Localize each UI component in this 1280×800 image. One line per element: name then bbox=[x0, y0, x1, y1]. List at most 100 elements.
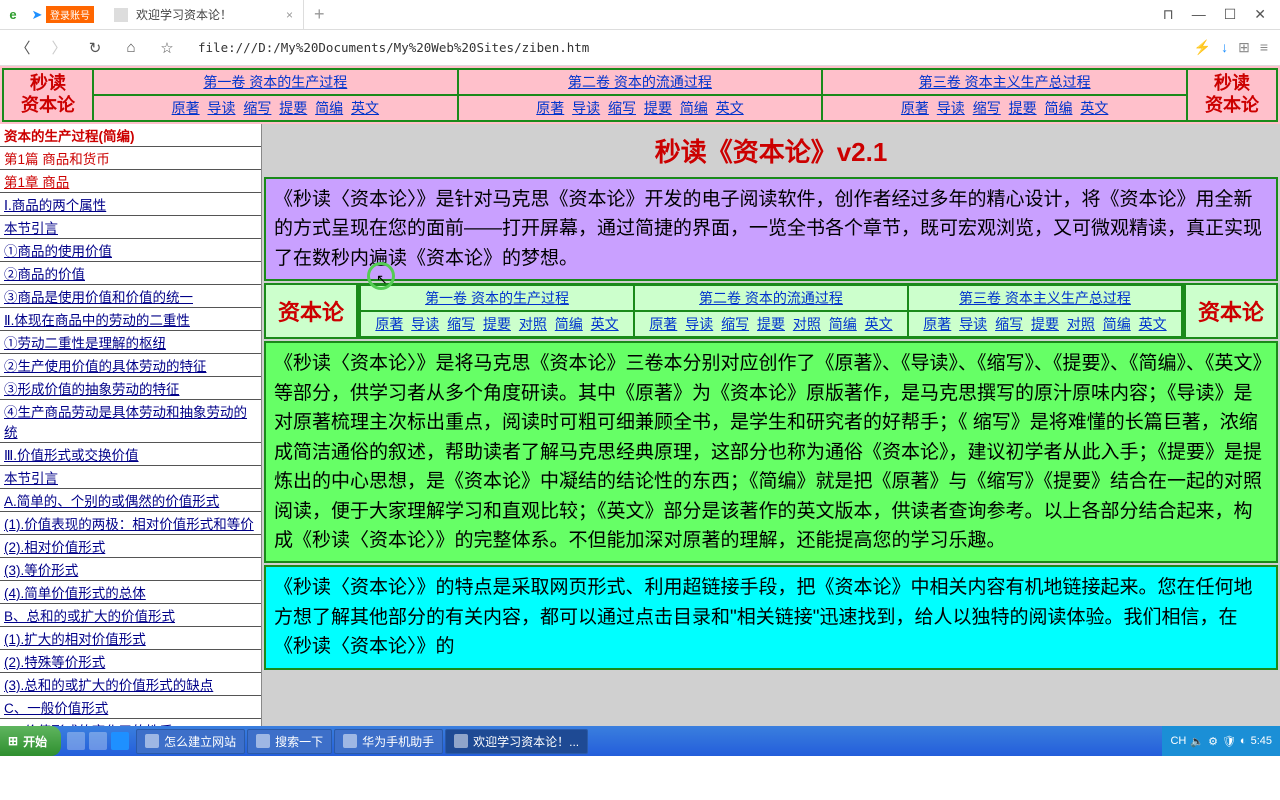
nav-part-link[interactable]: 简编 bbox=[1044, 100, 1072, 116]
mid-part-link[interactable]: 导读 bbox=[685, 316, 713, 332]
nav-part-link[interactable]: 导读 bbox=[937, 100, 965, 116]
mid-part-link[interactable]: 英文 bbox=[865, 316, 893, 332]
toc-item[interactable]: 本节引言 bbox=[0, 466, 261, 489]
address-bar[interactable]: file:///D:/My%20Documents/My%20Web%20Sit… bbox=[192, 36, 1180, 59]
toc-item[interactable]: (4).简单价值形式的总体 bbox=[0, 581, 261, 604]
mid-part-link[interactable]: 原著 bbox=[923, 316, 951, 332]
speed-icon[interactable]: ⚡ bbox=[1194, 39, 1211, 56]
toc-item[interactable]: ②商品的价值 bbox=[0, 262, 261, 285]
toc-part[interactable]: 第1篇 商品和货币 bbox=[0, 147, 261, 170]
new-tab-button[interactable]: + bbox=[304, 4, 335, 25]
toc-item[interactable]: ①商品的使用价值 bbox=[0, 239, 261, 262]
mid-part-link[interactable]: 提要 bbox=[1031, 316, 1059, 332]
taskbar-app[interactable]: 欢迎学习资本论！... bbox=[445, 729, 588, 754]
toc-item[interactable]: C、一般价值形式 bbox=[0, 696, 261, 719]
mid-part-link[interactable]: 对照 bbox=[1067, 316, 1095, 332]
tab-close-icon[interactable]: × bbox=[286, 8, 293, 22]
window-minimize-icon[interactable]: — bbox=[1192, 6, 1206, 23]
nav-part-link[interactable]: 英文 bbox=[716, 100, 744, 116]
reload-button[interactable]: ↻ bbox=[84, 39, 106, 57]
nav-part-link[interactable]: 英文 bbox=[1080, 100, 1108, 116]
toc-item[interactable]: (1).价值形式的变化了的性质 bbox=[0, 719, 261, 726]
toc-item[interactable]: ①劳动二重性是理解的枢纽 bbox=[0, 331, 261, 354]
toc-item[interactable]: (3).等价形式 bbox=[0, 558, 261, 581]
vol2-link[interactable]: 第二卷 资本的流通过程 bbox=[568, 74, 712, 90]
toc-item[interactable]: ③形成价值的抽象劳动的特征 bbox=[0, 377, 261, 400]
toc-item[interactable]: (1).扩大的相对价值形式 bbox=[0, 627, 261, 650]
lang-indicator[interactable]: CH bbox=[1170, 735, 1186, 747]
nav-part-link[interactable]: 简编 bbox=[315, 100, 343, 116]
mid-part-link[interactable]: 英文 bbox=[1139, 316, 1167, 332]
toc-item[interactable]: Ⅰ.商品的两个属性 bbox=[0, 193, 261, 216]
home-button[interactable]: ⌂ bbox=[120, 39, 142, 56]
favorite-button[interactable]: ☆ bbox=[156, 39, 178, 57]
browser-tab[interactable]: 欢迎学习资本论！ × bbox=[104, 0, 304, 30]
login-badge[interactable]: 登录账号 bbox=[46, 6, 94, 23]
nav-part-link[interactable]: 缩写 bbox=[973, 100, 1001, 116]
nav-part-link[interactable]: 提要 bbox=[644, 100, 672, 116]
nav-part-link[interactable]: 导读 bbox=[207, 100, 235, 116]
nav-part-link[interactable]: 缩写 bbox=[243, 100, 271, 116]
clock[interactable]: 5:45 bbox=[1251, 735, 1272, 747]
ext-icon[interactable]: ⊞ bbox=[1238, 39, 1250, 56]
mid-part-link[interactable]: 导读 bbox=[411, 316, 439, 332]
mid-part-link[interactable]: 缩写 bbox=[721, 316, 749, 332]
toc-item[interactable]: Ⅱ.体现在商品中的劳动的二重性 bbox=[0, 308, 261, 331]
ql-icon-1[interactable] bbox=[67, 732, 85, 750]
toc-item[interactable]: (3).总和的或扩大的价值形式的缺点 bbox=[0, 673, 261, 696]
toc-chapter[interactable]: 第1章 商品 bbox=[0, 170, 261, 193]
nav-part-link[interactable]: 原著 bbox=[536, 100, 564, 116]
toc-sidebar[interactable]: 资本的生产过程(简编) 第1篇 商品和货币 第1章 商品 Ⅰ.商品的两个属性本节… bbox=[0, 124, 262, 726]
mid-part-link[interactable]: 提要 bbox=[483, 316, 511, 332]
taskbar-app[interactable]: 怎么建立网站 bbox=[136, 729, 245, 754]
toc-item[interactable]: (2).相对价值形式 bbox=[0, 535, 261, 558]
mid-part-link[interactable]: 英文 bbox=[591, 316, 619, 332]
download-icon[interactable]: ↓ bbox=[1221, 39, 1228, 56]
toc-item[interactable]: ③商品是使用价值和价值的统一 bbox=[0, 285, 261, 308]
toc-item[interactable]: ④生产商品劳动是具体劳动和抽象劳动的统 bbox=[0, 400, 261, 443]
mid-part-link[interactable]: 原著 bbox=[375, 316, 403, 332]
nav-part-link[interactable]: 导读 bbox=[572, 100, 600, 116]
nav-part-link[interactable]: 简编 bbox=[680, 100, 708, 116]
window-maximize-icon[interactable]: ☐ bbox=[1224, 6, 1237, 23]
forward-button[interactable]: 〉 bbox=[48, 37, 70, 58]
ql-icon-2[interactable] bbox=[89, 732, 107, 750]
nav-part-link[interactable]: 缩写 bbox=[608, 100, 636, 116]
mid-part-link[interactable]: 缩写 bbox=[995, 316, 1023, 332]
mid-part-link[interactable]: 简编 bbox=[1103, 316, 1131, 332]
menu-icon[interactable]: ≡ bbox=[1260, 39, 1268, 56]
nav-part-link[interactable]: 原著 bbox=[901, 100, 929, 116]
tray-icon[interactable]: 🔈 bbox=[1190, 735, 1204, 748]
tray-icon[interactable]: ◐ bbox=[1240, 735, 1247, 747]
window-menu-icon[interactable]: ⊓ bbox=[1163, 6, 1174, 23]
mid-part-link[interactable]: 导读 bbox=[959, 316, 987, 332]
mid-part-link[interactable]: 提要 bbox=[757, 316, 785, 332]
tray-icon[interactable]: ⚙ bbox=[1208, 735, 1218, 748]
toc-item[interactable]: (1).价值表现的两极：相对价值形式和等价 bbox=[0, 512, 261, 535]
mid-part-link[interactable]: 简编 bbox=[555, 316, 583, 332]
mid-part-link[interactable]: 缩写 bbox=[447, 316, 475, 332]
toc-item[interactable]: 本节引言 bbox=[0, 216, 261, 239]
back-button[interactable]: 〈 bbox=[12, 37, 34, 58]
compass-icon[interactable]: ➤ bbox=[28, 6, 46, 24]
mid-part-link[interactable]: 对照 bbox=[519, 316, 547, 332]
vol3-link[interactable]: 第三卷 资本主义生产总过程 bbox=[919, 74, 1091, 90]
tray-icon[interactable]: 🛡 bbox=[1222, 735, 1236, 748]
nav-part-link[interactable]: 提要 bbox=[279, 100, 307, 116]
mid-part-link[interactable]: 对照 bbox=[793, 316, 821, 332]
vol1-link[interactable]: 第一卷 资本的生产过程 bbox=[203, 74, 347, 90]
start-button[interactable]: ⊞ 开始 bbox=[0, 726, 61, 756]
taskbar-app[interactable]: 华为手机助手 bbox=[334, 729, 443, 754]
nav-part-link[interactable]: 英文 bbox=[351, 100, 379, 116]
window-close-icon[interactable]: ✕ bbox=[1254, 6, 1266, 23]
toc-item[interactable]: ②生产使用价值的具体劳动的特征 bbox=[0, 354, 261, 377]
nav-part-link[interactable]: 提要 bbox=[1009, 100, 1037, 116]
nav-part-link[interactable]: 原著 bbox=[172, 100, 200, 116]
system-tray[interactable]: CH 🔈 ⚙ 🛡 ◐ 5:45 bbox=[1162, 726, 1280, 756]
toc-item[interactable]: Ⅲ.价值形式或交换价值 bbox=[0, 443, 261, 466]
toc-item[interactable]: A.简单的、个别的或偶然的价值形式 bbox=[0, 489, 261, 512]
toc-item[interactable]: (2).特殊等价形式 bbox=[0, 650, 261, 673]
taskbar-app[interactable]: 搜索一下 bbox=[247, 729, 332, 754]
mid-part-link[interactable]: 简编 bbox=[829, 316, 857, 332]
ql-icon-3[interactable] bbox=[111, 732, 129, 750]
